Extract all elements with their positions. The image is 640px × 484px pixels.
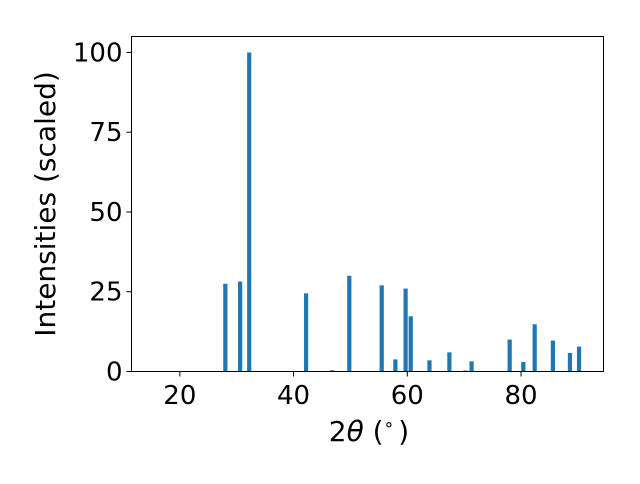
degree-symbol: ∘ (384, 415, 395, 435)
y-tick-label-75: 75 (89, 118, 122, 148)
bar-2 (247, 52, 252, 372)
bar-16 (532, 324, 537, 372)
y-tick-label-50: 50 (89, 198, 122, 228)
x-tick-label-20: 20 (163, 381, 196, 411)
y-tick-label-100: 100 (73, 38, 123, 68)
plot-frame (131, 36, 604, 372)
bar-9 (408, 316, 413, 372)
bar-15 (521, 361, 526, 372)
y-axis-label: Intensities (scaled) (29, 71, 62, 337)
bars-layer (223, 52, 582, 372)
y-tick-label-0: 0 (106, 358, 123, 388)
bar-5 (347, 275, 352, 372)
theta-symbol: θ (347, 415, 364, 448)
bar-17 (550, 340, 555, 372)
bar-13 (469, 361, 474, 372)
bar-3 (303, 293, 309, 372)
x-tick-label-80: 80 (504, 381, 537, 411)
bar-8 (403, 288, 408, 372)
bar-4 (330, 370, 335, 372)
x-tick-label-40: 40 (277, 381, 310, 411)
bar-7 (393, 359, 398, 372)
x-axis-label: 2θ (∘) (329, 415, 409, 448)
bar-1 (238, 281, 243, 372)
bar-14 (507, 339, 512, 372)
bar-18 (567, 353, 573, 372)
bar-6 (379, 285, 384, 372)
bar-11 (447, 352, 452, 372)
bar-10 (427, 360, 432, 372)
bar-19 (576, 346, 582, 372)
y-tick-label-25: 25 (89, 278, 122, 308)
ticks-layer: 20 40 60 80 0 25 50 75 100 (73, 38, 538, 411)
bar-0 (223, 283, 228, 372)
x-tick-label-60: 60 (391, 381, 424, 411)
